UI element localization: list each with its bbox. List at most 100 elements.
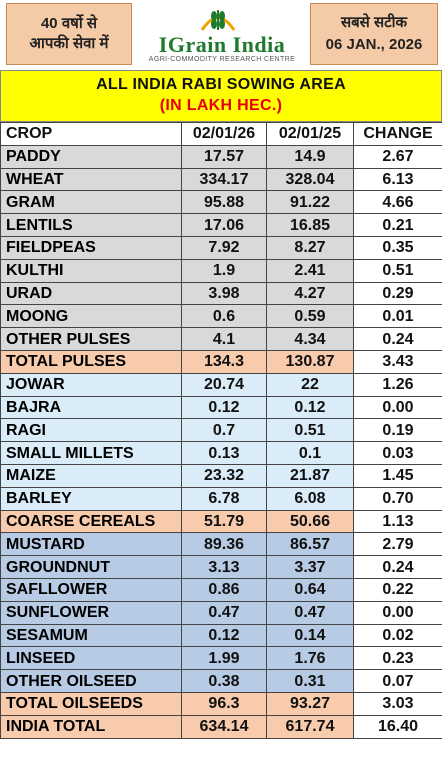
table-row: LINSEED 1.99 1.76 0.23 bbox=[0, 646, 442, 671]
area-2025-cell: 14.9 bbox=[266, 144, 354, 169]
crop-name-cell: JOWAR bbox=[0, 372, 182, 397]
crop-name-cell: MAIZE bbox=[0, 463, 182, 488]
crop-name-cell: INDIA TOTAL bbox=[0, 714, 182, 739]
tagline-box: 40 वर्षो से आपकी सेवा में bbox=[6, 3, 132, 65]
area-2025-cell: 21.87 bbox=[266, 463, 354, 488]
area-2026-cell: 95.88 bbox=[181, 190, 267, 215]
change-cell: 16.40 bbox=[353, 714, 442, 739]
change-cell: 0.01 bbox=[353, 304, 442, 329]
table-row: BAJRA 0.12 0.12 0.00 bbox=[0, 395, 442, 420]
area-2025-cell: 91.22 bbox=[266, 190, 354, 215]
area-2026-cell: 134.3 bbox=[181, 349, 267, 374]
table-row: JOWAR 20.74 22 1.26 bbox=[0, 372, 442, 397]
area-2025-cell: 0.12 bbox=[266, 395, 354, 420]
change-cell: 0.03 bbox=[353, 441, 442, 465]
area-2026-cell: 0.13 bbox=[181, 441, 267, 465]
change-cell: 0.00 bbox=[353, 395, 442, 420]
crop-name-cell: FIELDPEAS bbox=[0, 235, 182, 260]
table-row: SMALL MILLETS 0.13 0.1 0.03 bbox=[0, 441, 442, 465]
crop-name-cell: BARLEY bbox=[0, 486, 182, 511]
crop-name-cell: SUNFLOWER bbox=[0, 600, 182, 625]
table-row: MUSTARD 89.36 86.57 2.79 bbox=[0, 532, 442, 557]
area-2025-cell: 0.14 bbox=[266, 623, 354, 648]
tagline-line1: 40 वर्षो से bbox=[40, 15, 98, 32]
wheat-sun-icon bbox=[200, 10, 236, 31]
table-row: KULTHI 1.9 2.41 0.51 bbox=[0, 258, 442, 283]
change-cell: 0.19 bbox=[353, 418, 442, 443]
table-row: MAIZE 23.32 21.87 1.45 bbox=[0, 463, 442, 488]
crop-name-cell: URAD bbox=[0, 281, 182, 306]
title-banner: ALL INDIA RABI SOWING AREA (IN LAKH HEC.… bbox=[0, 70, 442, 122]
area-2025-cell: 3.37 bbox=[266, 555, 354, 579]
report-date: 06 JAN., 2026 bbox=[325, 36, 423, 53]
area-2025-cell: 328.04 bbox=[266, 167, 354, 192]
change-cell: 6.13 bbox=[353, 167, 442, 192]
area-2025-cell: 0.59 bbox=[266, 304, 354, 329]
area-2026-cell: 0.47 bbox=[181, 600, 267, 625]
table-row: MOONG 0.6 0.59 0.01 bbox=[0, 304, 442, 329]
change-cell: 1.26 bbox=[353, 372, 442, 397]
change-cell: 0.07 bbox=[353, 669, 442, 693]
crop-name-cell: RAGI bbox=[0, 418, 182, 443]
crop-name-cell: GROUNDNUT bbox=[0, 555, 182, 579]
area-2026-cell: 634.14 bbox=[181, 714, 267, 739]
crop-name-cell: SESAMUM bbox=[0, 623, 182, 648]
change-cell: 2.67 bbox=[353, 144, 442, 169]
crop-name-cell: SMALL MILLETS bbox=[0, 441, 182, 465]
change-cell: 0.24 bbox=[353, 327, 442, 351]
table-row: URAD 3.98 4.27 0.29 bbox=[0, 281, 442, 306]
crop-name-cell: LENTILS bbox=[0, 213, 182, 237]
table-row: SESAMUM 0.12 0.14 0.02 bbox=[0, 623, 442, 648]
col-header-2026: 02/01/26 bbox=[181, 122, 267, 146]
table-row: TOTAL PULSES 134.3 130.87 3.43 bbox=[0, 349, 442, 374]
table-row: OTHER PULSES 4.1 4.34 0.24 bbox=[0, 327, 442, 351]
date-box: सबसे सटीक 06 JAN., 2026 bbox=[310, 3, 438, 65]
area-2026-cell: 0.86 bbox=[181, 577, 267, 602]
col-header-2025: 02/01/25 bbox=[266, 122, 354, 146]
change-cell: 0.21 bbox=[353, 213, 442, 237]
area-2026-cell: 3.13 bbox=[181, 555, 267, 579]
crop-name-cell: KULTHI bbox=[0, 258, 182, 283]
area-2025-cell: 0.1 bbox=[266, 441, 354, 465]
change-cell: 0.22 bbox=[353, 577, 442, 602]
area-2025-cell: 6.08 bbox=[266, 486, 354, 511]
table-row: PADDY 17.57 14.9 2.67 bbox=[0, 144, 442, 169]
area-2025-cell: 22 bbox=[266, 372, 354, 397]
area-2025-cell: 8.27 bbox=[266, 235, 354, 260]
area-2026-cell: 4.1 bbox=[181, 327, 267, 351]
crop-name-cell: WHEAT bbox=[0, 167, 182, 192]
area-2026-cell: 0.38 bbox=[181, 669, 267, 693]
unit-subtitle: (IN LAKH HEC.) bbox=[159, 97, 283, 114]
area-2026-cell: 0.12 bbox=[181, 623, 267, 648]
area-2025-cell: 0.31 bbox=[266, 669, 354, 693]
change-cell: 2.79 bbox=[353, 532, 442, 557]
area-2025-cell: 0.51 bbox=[266, 418, 354, 443]
area-2025-cell: 0.47 bbox=[266, 600, 354, 625]
area-2026-cell: 1.99 bbox=[181, 646, 267, 671]
change-cell: 0.24 bbox=[353, 555, 442, 579]
area-2025-cell: 50.66 bbox=[266, 509, 354, 534]
area-2026-cell: 23.32 bbox=[181, 463, 267, 488]
change-cell: 1.13 bbox=[353, 509, 442, 534]
area-2026-cell: 334.17 bbox=[181, 167, 267, 192]
change-cell: 0.29 bbox=[353, 281, 442, 306]
area-2026-cell: 51.79 bbox=[181, 509, 267, 534]
crop-name-cell: OTHER OILSEED bbox=[0, 669, 182, 693]
area-2025-cell: 16.85 bbox=[266, 213, 354, 237]
change-cell: 0.35 bbox=[353, 235, 442, 260]
crop-name-cell: SAFLLOWER bbox=[0, 577, 182, 602]
area-2025-cell: 0.64 bbox=[266, 577, 354, 602]
area-2026-cell: 6.78 bbox=[181, 486, 267, 511]
area-2026-cell: 96.3 bbox=[181, 691, 267, 716]
brand-name: IGrain India bbox=[158, 32, 286, 57]
table-row: SUNFLOWER 0.47 0.47 0.00 bbox=[0, 600, 442, 625]
col-header-change: CHANGE bbox=[353, 122, 442, 146]
table-header-row: CROP 02/01/26 02/01/25 CHANGE bbox=[0, 122, 442, 146]
change-cell: 0.51 bbox=[353, 258, 442, 283]
table-row: GROUNDNUT 3.13 3.37 0.24 bbox=[0, 555, 442, 579]
area-2026-cell: 17.57 bbox=[181, 144, 267, 169]
brand-subtitle: AGRI-COMMODITY RESEARCH CENTRE bbox=[148, 56, 296, 63]
header-bar: 40 वर्षो से आपकी सेवा में IGrain India A… bbox=[0, 0, 442, 70]
area-2025-cell: 4.34 bbox=[266, 327, 354, 351]
table-row: FIELDPEAS 7.92 8.27 0.35 bbox=[0, 235, 442, 260]
